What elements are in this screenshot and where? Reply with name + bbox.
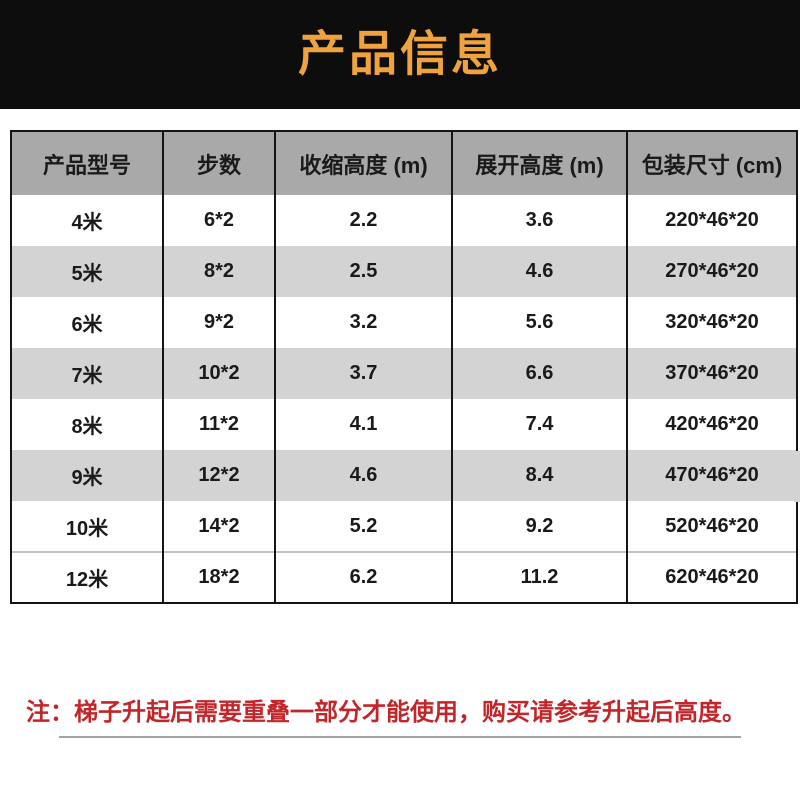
table-row: 7米 10*2 3.7 6.6 370*46*20	[10, 348, 798, 399]
cell-model: 5米	[10, 246, 164, 297]
cell-retracted: 2.2	[274, 195, 453, 246]
cell-extended: 5.6	[451, 297, 628, 348]
table-header-row: 产品型号 步数 收缩高度 (m) 展开高度 (m) 包装尺寸 (cm)	[10, 131, 798, 195]
table-row: 6米 9*2 3.2 5.6 320*46*20	[10, 297, 798, 348]
cell-model: 7米	[10, 348, 164, 399]
product-info-banner: 产品信息	[0, 0, 800, 109]
cell-model: 4米	[10, 195, 164, 246]
column-header-package-size: 包装尺寸 (cm)	[626, 131, 798, 195]
page-title: 产品信息	[297, 27, 502, 81]
column-header-extended-height: 展开高度 (m)	[451, 131, 628, 195]
table-row: 8米 11*2 4.1 7.4 420*46*20	[10, 399, 798, 450]
cell-retracted: 5.2	[274, 501, 453, 552]
table-row: 10米 14*2 5.2 9.2 520*46*20	[10, 501, 798, 552]
cell-retracted: 3.2	[274, 297, 453, 348]
table-row: 5米 8*2 2.5 4.6 270*46*20	[10, 246, 798, 297]
usage-note: 注：梯子升起后需要重叠一部分才能使用，购买请参考升起后高度。	[26, 699, 746, 726]
cell-package: 470*46*20	[626, 450, 798, 501]
cell-steps: 18*2	[162, 551, 276, 603]
cell-extended: 3.6	[451, 195, 628, 246]
cell-package: 370*46*20	[626, 348, 798, 399]
cell-extended: 7.4	[451, 399, 628, 450]
cell-steps: 11*2	[162, 399, 276, 450]
cell-package: 620*46*20	[626, 551, 798, 603]
column-header-retracted-height: 收缩高度 (m)	[274, 131, 453, 195]
cell-model: 9米	[10, 450, 164, 501]
cell-extended: 4.6	[451, 246, 628, 297]
cell-retracted: 6.2	[274, 551, 453, 603]
cell-model: 10米	[10, 501, 164, 552]
cell-model: 8米	[10, 399, 164, 450]
table-row: 12米 18*2 6.2 11.2 620*46*20	[10, 551, 798, 603]
cell-steps: 8*2	[162, 246, 276, 297]
cell-extended: 9.2	[451, 501, 628, 552]
table-row: 9米 12*2 4.6 8.4 470*46*20	[10, 450, 798, 501]
cell-package: 520*46*20	[626, 501, 798, 552]
cell-steps: 14*2	[162, 501, 276, 552]
cell-extended: 6.6	[451, 348, 628, 399]
cell-model: 6米	[10, 297, 164, 348]
stripe-bleed-artifact	[794, 451, 800, 502]
cell-steps: 9*2	[162, 297, 276, 348]
cell-retracted: 3.7	[274, 348, 453, 399]
cell-steps: 12*2	[162, 450, 276, 501]
cell-retracted: 4.1	[274, 399, 453, 450]
cell-retracted: 4.6	[274, 450, 453, 501]
cell-model: 12米	[10, 551, 164, 603]
column-header-model: 产品型号	[10, 131, 164, 195]
table-row: 4米 6*2 2.2 3.6 220*46*20	[10, 195, 798, 246]
cell-retracted: 2.5	[274, 246, 453, 297]
cell-package: 320*46*20	[626, 297, 798, 348]
cell-extended: 8.4	[451, 450, 628, 501]
cell-extended: 11.2	[451, 551, 628, 603]
cell-package: 420*46*20	[626, 399, 798, 450]
cell-steps: 6*2	[162, 195, 276, 246]
cell-package: 220*46*20	[626, 195, 798, 246]
cell-steps: 10*2	[162, 348, 276, 399]
column-header-steps: 步数	[162, 131, 276, 195]
note-underline	[59, 736, 741, 738]
product-spec-table: 产品型号 步数 收缩高度 (m) 展开高度 (m) 包装尺寸 (cm) 4米 6…	[10, 130, 798, 604]
product-spec-table-wrap: 产品型号 步数 收缩高度 (m) 展开高度 (m) 包装尺寸 (cm) 4米 6…	[10, 130, 798, 604]
cell-package: 270*46*20	[626, 246, 798, 297]
